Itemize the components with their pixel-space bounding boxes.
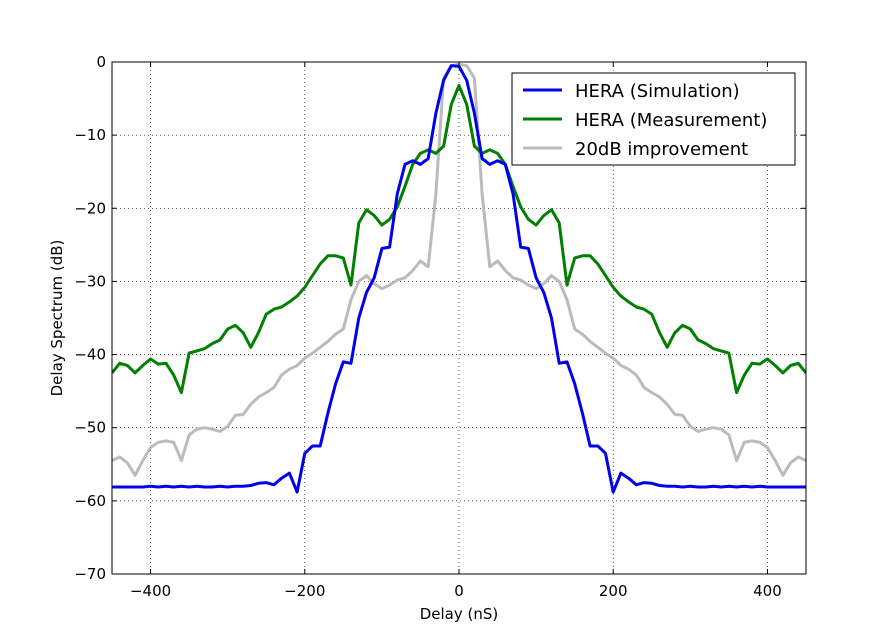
legend-label-measurement: HERA (Measurement) <box>575 110 767 131</box>
x-tick-label: −400 <box>130 582 171 600</box>
y-tick-label: −70 <box>74 565 106 583</box>
y-tick-label: −20 <box>74 199 106 217</box>
x-axis-label: Delay (nS) <box>420 605 499 623</box>
x-tick-label: 0 <box>454 582 464 600</box>
y-tick-label: −40 <box>74 346 106 364</box>
series-line-hera-measurement <box>112 83 806 395</box>
y-tick-label: −60 <box>74 492 106 510</box>
y-tick-label: −30 <box>74 272 106 290</box>
grid-lines <box>112 61 806 575</box>
tick-labels: −400 −200 0 200 400 0 −10 −20 −30 −40 −50 −60 −70 <box>74 53 781 600</box>
x-tick-label: 400 <box>753 582 782 600</box>
y-tick-label: 0 <box>96 53 106 71</box>
legend-label-simulation: HERA (Simulation) <box>575 81 740 102</box>
plot-frame <box>111 61 807 575</box>
y-tick-label: −10 <box>74 126 106 144</box>
legend: HERA (Simulation) HERA (Measurement) 20d… <box>511 72 796 166</box>
y-tick-label: −50 <box>74 419 106 437</box>
x-tick-label: 200 <box>599 582 628 600</box>
x-tick-label: −200 <box>284 582 325 600</box>
legend-label-improvement: 20dB improvement <box>575 139 748 160</box>
y-axis-label: Delay Spectrum (dB) <box>48 240 66 397</box>
axis-ticks <box>112 61 806 575</box>
